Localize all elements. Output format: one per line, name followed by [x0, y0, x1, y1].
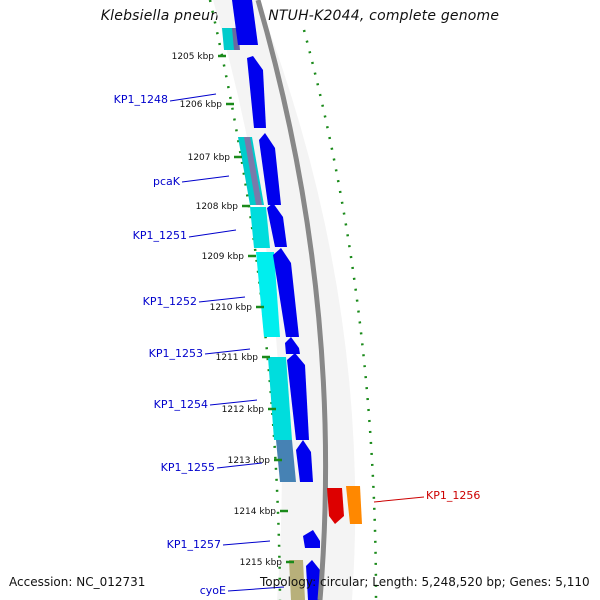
gene-label: KP1_1252: [143, 295, 197, 308]
tick-label: 1209 kbp: [202, 252, 245, 262]
outer-dotted-ring: [302, 29, 378, 600]
tick-marks: 1205 kbp 1206 kbp 1207 kbp 1208 kbp 1209 kbp…: [172, 52, 294, 568]
gene-leader-line: [204, 348, 251, 355]
tick-label: 1213 kbp: [228, 456, 271, 466]
feature-cyan: [250, 207, 270, 248]
tick-label: 1212 kbp: [222, 405, 265, 415]
reverse-strand-features: [327, 486, 362, 524]
feature-steel: [244, 137, 262, 205]
map-title: Klebsiella pneumoniae NTUH-K2044, comple…: [100, 8, 500, 24]
feature-red: [327, 488, 344, 524]
gene-label: KP1_1255: [161, 461, 215, 474]
gene-label: KP1_1254: [154, 398, 208, 411]
tick-label: 1215 kbp: [240, 558, 283, 568]
gene-leader-line: [169, 93, 217, 102]
cds-arrow: [273, 248, 299, 337]
cds-arrow: [296, 440, 313, 482]
feature-cyan: [268, 357, 292, 440]
feature-steel: [276, 440, 296, 482]
cds-arrow: [267, 203, 287, 247]
gene-label: cyoE: [200, 584, 226, 597]
gene-label: KP1_1257: [167, 538, 221, 551]
tick-label: 1208 kbp: [196, 202, 239, 212]
cds-arrow: [285, 337, 300, 354]
topology-summary: Topology: circular; Length: 5,248,520 bp…: [260, 575, 590, 589]
gene-leader-line: [188, 229, 237, 238]
gene-label: KP1_1248: [114, 93, 168, 106]
gene-leader-line: [181, 175, 230, 183]
gene-label: pcaK: [153, 175, 181, 188]
tick-label: 1211 kbp: [216, 353, 259, 363]
gene-label: KP1_1256: [426, 489, 480, 502]
cds-arrow: [247, 56, 266, 128]
gene-leader-line: [227, 586, 285, 592]
gene-label: KP1_1253: [149, 347, 203, 360]
cds-arrows: [232, 0, 322, 600]
gene-leader-line: [216, 462, 263, 469]
cds-arrow: [303, 530, 320, 548]
cds-arrow: [259, 133, 281, 205]
feature-cyan: [256, 252, 280, 337]
cds-arrow: [287, 353, 309, 440]
accession-text: Accession: NC_012731: [9, 575, 146, 589]
gene-leader-line: [209, 399, 258, 406]
tick-label: 1206 kbp: [180, 100, 223, 110]
tick-label: 1205 kbp: [172, 52, 215, 62]
cds-arrow: [232, 0, 258, 45]
gene-label: KP1_1251: [133, 229, 187, 242]
feature-olive: [289, 560, 305, 600]
backbone-ring: [255, 0, 329, 600]
tick-label: 1210 kbp: [210, 303, 253, 313]
gene-leader-line: [222, 540, 271, 546]
feature-orange: [346, 486, 362, 524]
gene-leader-line: [198, 296, 246, 303]
gene-labels: KP1_1248 pcaK KP1_1251 KP1_1252 KP1_1253 KP1_…: [114, 93, 481, 597]
tick-label: 1214 kbp: [234, 507, 277, 517]
tick-label: 1207 kbp: [188, 153, 231, 163]
cds-arrow: [306, 560, 322, 600]
gene-leader-line: [373, 496, 425, 503]
